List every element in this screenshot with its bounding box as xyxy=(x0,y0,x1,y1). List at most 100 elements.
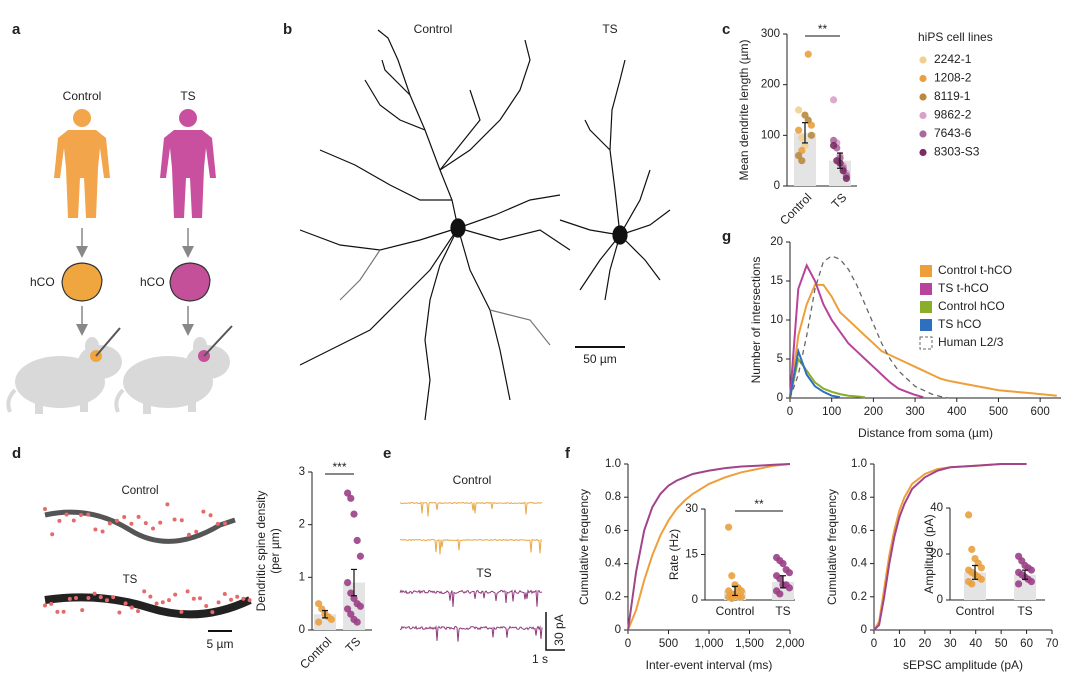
data-point xyxy=(356,552,364,560)
spine xyxy=(71,518,76,523)
traces xyxy=(399,501,543,642)
x-tick-label: 400 xyxy=(947,406,966,418)
data-point xyxy=(315,600,323,608)
x-tick-label: 200 xyxy=(864,406,883,418)
data-point xyxy=(728,594,736,603)
legend-label: Human L2/3 xyxy=(938,335,1004,349)
x-tick-label: 0 xyxy=(625,638,631,650)
y-tick-label: 0 xyxy=(774,180,780,192)
group-label: TS xyxy=(180,89,195,103)
spine xyxy=(50,532,55,537)
spine xyxy=(215,521,220,526)
spine xyxy=(86,595,91,600)
y-tick-label: 20 xyxy=(770,236,783,248)
y-axis-label: Number of intersections xyxy=(749,257,763,384)
spine xyxy=(80,608,85,613)
legend-label: 1208-2 xyxy=(934,71,972,85)
x-tick-label: Control xyxy=(956,604,995,618)
data-point xyxy=(347,494,355,502)
data-point xyxy=(327,615,335,624)
legend-swatch xyxy=(919,56,927,64)
group-label: Control xyxy=(414,22,453,36)
group-label: Control xyxy=(453,473,492,487)
data-point xyxy=(344,489,352,497)
x-tick-label: 500 xyxy=(989,406,1008,418)
data-point xyxy=(798,157,806,165)
scale-bar xyxy=(545,612,565,651)
panel-letter: a xyxy=(12,21,21,38)
arrows xyxy=(76,228,194,336)
trace xyxy=(400,625,543,642)
panel-letter: e xyxy=(383,445,391,462)
x-tick-label: 2,000 xyxy=(776,638,805,650)
scale-label: 30 pA xyxy=(552,614,566,645)
rat-icon xyxy=(114,325,233,414)
data-point xyxy=(830,96,838,104)
spine xyxy=(43,603,47,608)
spine xyxy=(208,513,213,518)
data-point xyxy=(968,580,976,588)
spine xyxy=(136,609,140,614)
spine xyxy=(210,610,215,615)
x-tick-label: TS xyxy=(829,190,850,211)
y-tick-label: 10 xyxy=(770,314,783,326)
legend-label: 2242-1 xyxy=(934,52,972,66)
x-tick-label: 0 xyxy=(871,638,877,650)
data-point xyxy=(350,510,358,518)
spine xyxy=(61,609,66,614)
x-tick-label: 70 xyxy=(1046,638,1059,650)
human-icon xyxy=(54,109,110,218)
data-point xyxy=(344,605,352,613)
data-point xyxy=(785,569,794,577)
legend-label: 8303-S3 xyxy=(934,145,980,159)
dendrite xyxy=(44,509,236,544)
data-point xyxy=(830,136,838,144)
data-point xyxy=(1027,566,1035,574)
spine xyxy=(93,527,98,532)
x-tick-label: 30 xyxy=(944,638,957,650)
panel-letter: f xyxy=(565,445,571,462)
group-label: Control xyxy=(121,485,158,497)
x-tick-label: 1,500 xyxy=(735,638,764,650)
legend-label: Control t-hCO xyxy=(938,263,1012,277)
group-label: TS xyxy=(476,566,491,580)
spine xyxy=(142,589,147,594)
y-tick-label: 2 xyxy=(299,519,305,531)
y-tick-label: 0 xyxy=(937,594,943,606)
series-line xyxy=(789,283,1057,399)
data-point xyxy=(965,511,973,519)
y-tick-label: 0 xyxy=(777,392,783,404)
spine xyxy=(241,596,246,601)
y-axis-label: Cumulative frequency xyxy=(825,489,839,605)
series-line xyxy=(789,255,949,399)
spine xyxy=(79,512,83,517)
scale-label: 50 µm xyxy=(583,352,617,366)
data-point xyxy=(353,618,361,626)
y-tick-label: 30 xyxy=(685,503,698,515)
spine xyxy=(154,601,159,606)
spine xyxy=(57,518,62,523)
spine xyxy=(129,521,134,526)
series-line xyxy=(873,463,1027,631)
y-tick-label: 300 xyxy=(761,28,780,40)
x-tick-label: 0 xyxy=(787,406,793,418)
spine xyxy=(123,601,128,606)
x-tick-label: 10 xyxy=(893,638,906,650)
x-tick-label: 500 xyxy=(659,638,678,650)
spine xyxy=(204,603,209,608)
series-line xyxy=(627,463,791,631)
x-tick-label: Control xyxy=(777,190,814,227)
y-axis-label: (per µm) xyxy=(268,528,282,574)
scale-label: 1 s xyxy=(532,652,548,666)
legend-swatch xyxy=(920,265,932,277)
spine xyxy=(122,514,127,519)
series-line xyxy=(627,463,791,631)
legend-swatch xyxy=(920,301,932,313)
y-tick-label: 1.0 xyxy=(851,458,867,470)
y-axis-label: Cumulative frequency xyxy=(577,489,591,605)
data-point xyxy=(785,584,794,592)
data-point xyxy=(356,602,364,610)
spine xyxy=(179,518,184,523)
data-point xyxy=(830,141,838,150)
